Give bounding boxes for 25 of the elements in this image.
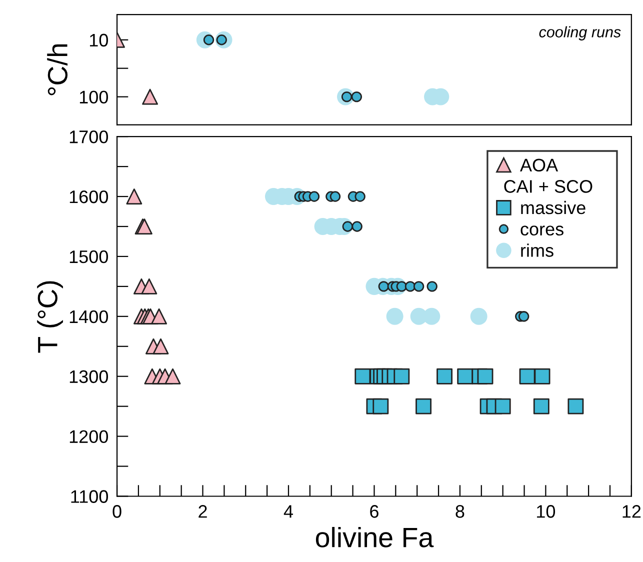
x-tick-label: 6 <box>370 505 378 518</box>
x-tick-label: 10 <box>537 505 556 518</box>
legend-label: cores <box>520 226 564 236</box>
y-axis-title: T (°C) <box>37 281 63 353</box>
y-tick-label: 1700 <box>70 130 108 144</box>
legend-label: AOA <box>520 158 558 172</box>
legend-title: CAI + SCO <box>504 180 592 193</box>
y-tick-label: 1500 <box>70 250 108 264</box>
y-tick-label: 1300 <box>70 370 108 384</box>
y-tick-label: 1400 <box>70 310 108 324</box>
x-tick-label: 0 <box>112 505 122 518</box>
y-tick-label: 1600 <box>70 190 108 204</box>
x-tick-label: 4 <box>284 505 293 518</box>
y-tick-label: 1100 <box>71 490 108 503</box>
x-tick-label: 2 <box>198 505 207 518</box>
x-axis-title: olivine Fa <box>316 526 434 548</box>
legend-label: massive <box>521 200 586 214</box>
x-tick-label: 12 <box>622 505 641 518</box>
y-tick-label: 100 <box>80 90 108 104</box>
legend-label: rims <box>521 244 554 257</box>
y-tick-label: 1200 <box>70 430 108 444</box>
y-axis-title: °C/h <box>47 44 68 96</box>
x-tick-label: 8 <box>456 505 464 518</box>
annotation: cooling runs <box>539 26 621 40</box>
y-tick-label: 10 <box>90 34 108 47</box>
